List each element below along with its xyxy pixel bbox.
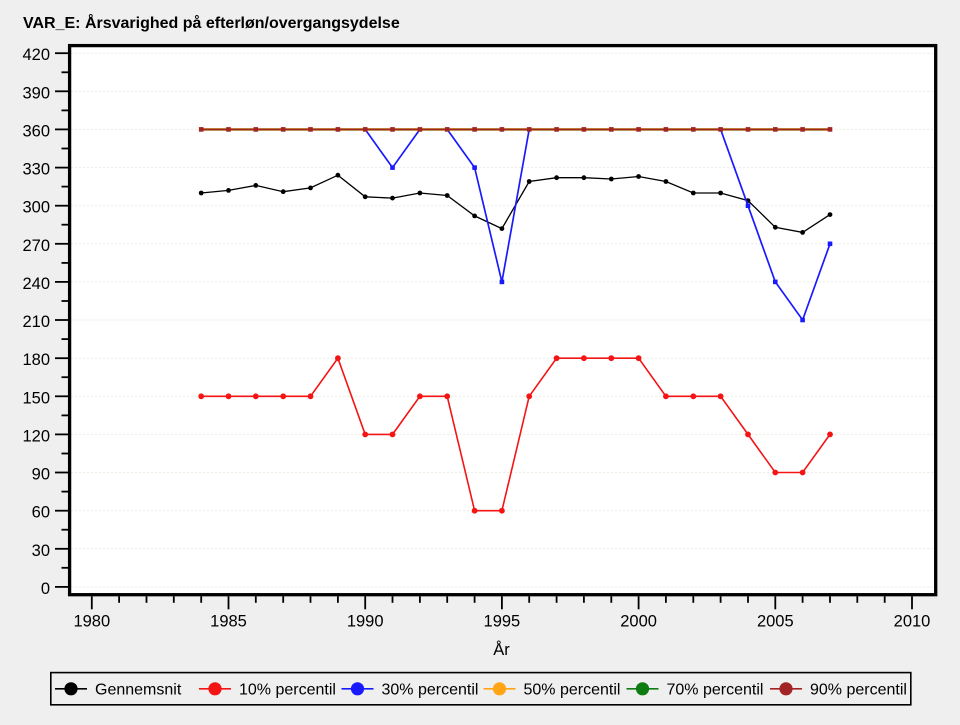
svg-text:30: 30 <box>32 542 50 560</box>
svg-text:0: 0 <box>41 580 50 598</box>
svg-text:50% percentil: 50% percentil <box>524 682 621 699</box>
svg-text:90: 90 <box>32 466 50 484</box>
svg-text:120: 120 <box>22 427 50 445</box>
svg-text:180: 180 <box>22 351 50 369</box>
svg-text:390: 390 <box>22 84 50 102</box>
svg-text:År: År <box>493 640 510 659</box>
svg-text:Gennemsnit: Gennemsnit <box>95 682 182 699</box>
svg-text:90% percentil: 90% percentil <box>810 682 907 699</box>
svg-text:1985: 1985 <box>210 613 247 631</box>
svg-text:30% percentil: 30% percentil <box>382 682 479 699</box>
svg-text:10% percentil: 10% percentil <box>239 682 336 699</box>
svg-text:1995: 1995 <box>484 613 521 631</box>
svg-text:240: 240 <box>22 275 50 293</box>
svg-text:60: 60 <box>32 504 50 522</box>
svg-text:270: 270 <box>22 237 50 255</box>
svg-text:330: 330 <box>22 161 50 179</box>
svg-text:150: 150 <box>22 389 50 407</box>
svg-text:2000: 2000 <box>620 613 657 631</box>
svg-text:1980: 1980 <box>73 613 110 631</box>
svg-text:1990: 1990 <box>347 613 384 631</box>
svg-text:360: 360 <box>22 122 50 140</box>
svg-text:VAR_E: Årsvarighed på efterløn: VAR_E: Årsvarighed på efterløn/overgangs… <box>23 13 400 32</box>
svg-text:300: 300 <box>22 199 50 217</box>
svg-text:210: 210 <box>22 313 50 331</box>
svg-text:70% percentil: 70% percentil <box>667 682 764 699</box>
svg-text:2005: 2005 <box>757 613 794 631</box>
svg-text:420: 420 <box>22 46 50 64</box>
svg-text:2010: 2010 <box>894 613 931 631</box>
